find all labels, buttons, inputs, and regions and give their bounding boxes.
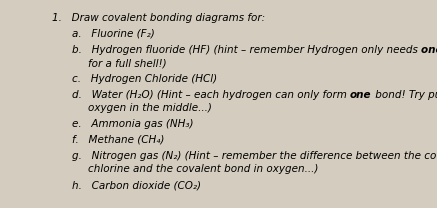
Text: oxygen in the middle...): oxygen in the middle...) (88, 103, 212, 113)
Text: a.   Fluorine (F₂): a. Fluorine (F₂) (72, 29, 155, 39)
Text: one more electron: one more electron (421, 45, 437, 55)
Text: f.   Methane (CH₄): f. Methane (CH₄) (72, 135, 164, 145)
Text: b.   Hydrogen fluoride (HF) (hint – remember Hydrogen only needs: b. Hydrogen fluoride (HF) (hint – rememb… (72, 45, 421, 55)
Text: h.   Carbon dioxide (CO₂): h. Carbon dioxide (CO₂) (72, 180, 201, 190)
Text: c.   Hydrogen Chloride (HCl): c. Hydrogen Chloride (HCl) (72, 74, 217, 84)
Text: e.   Ammonia gas (NH₃): e. Ammonia gas (NH₃) (72, 119, 194, 129)
Text: for a full shell!): for a full shell!) (88, 58, 166, 68)
Text: bond! Try putting the: bond! Try putting the (371, 90, 437, 100)
Text: d.   Water (H₂O) (Hint – each hydrogen can only form: d. Water (H₂O) (Hint – each hydrogen can… (72, 90, 350, 100)
Text: 1.   Draw covalent bonding diagrams for:: 1. Draw covalent bonding diagrams for: (52, 13, 265, 23)
Text: g.   Nitrogen gas (N₂) (Hint – remember the difference between the covalent bond: g. Nitrogen gas (N₂) (Hint – remember th… (72, 151, 437, 161)
Text: one: one (350, 90, 371, 100)
Text: chlorine and the covalent bond in oxygen...): chlorine and the covalent bond in oxygen… (88, 164, 319, 174)
